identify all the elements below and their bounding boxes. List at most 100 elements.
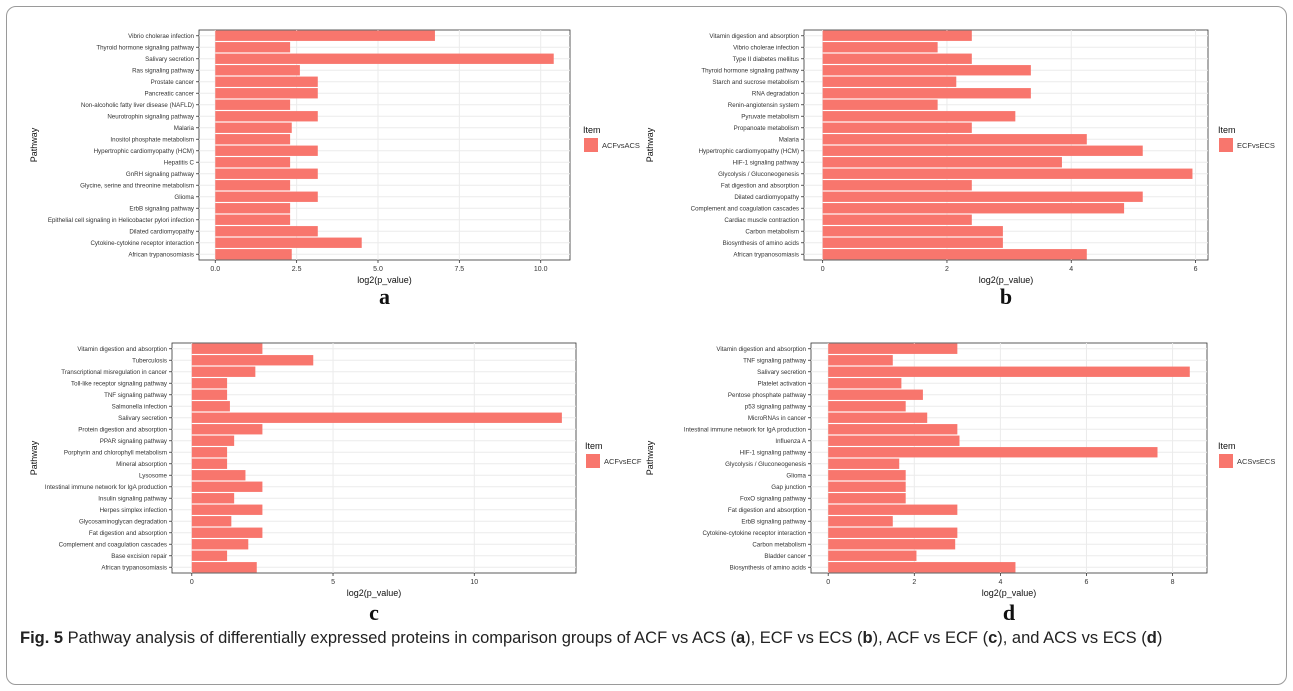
category-label: Complement and coagulation cascades <box>59 541 167 548</box>
bar <box>828 562 1016 573</box>
bar <box>828 412 928 423</box>
legend-swatch <box>586 454 600 468</box>
legend-swatch <box>584 138 598 152</box>
category-label: Porphyrin and chlorophyll metabolism <box>64 449 167 456</box>
category-label: Type II diabetes mellitus <box>733 56 799 63</box>
x-tick-label: 10 <box>470 579 478 586</box>
bar <box>215 99 291 110</box>
bar <box>191 458 228 469</box>
bar <box>191 481 263 492</box>
x-tick-label: 0.0 <box>210 266 220 273</box>
bar <box>191 355 314 366</box>
category-label: Toll-like receptor signaling pathway <box>71 380 168 387</box>
caption-segment: ), ACF vs ECF ( <box>872 629 989 647</box>
caption-segment: ), and ACS vs ECS ( <box>997 629 1147 647</box>
category-label: Hepatitis C <box>164 159 195 166</box>
category-label: Malaria <box>174 125 195 132</box>
bar <box>828 458 900 469</box>
x-tick-label: 4 <box>998 579 1002 586</box>
bar <box>828 343 958 354</box>
x-tick-label: 5 <box>331 579 335 586</box>
panel-label: b <box>1000 284 1012 309</box>
category-label: Vibrio cholerae infection <box>733 44 799 51</box>
bar <box>828 401 906 412</box>
bar <box>191 424 263 435</box>
x-tick-label: 0 <box>190 579 194 586</box>
bar <box>822 88 1031 99</box>
bar <box>191 539 249 550</box>
category-label: GnRH signaling pathway <box>126 171 195 178</box>
bar <box>822 249 1087 260</box>
chart-panel-c: Vitamin digestion and absorption Tubercul… <box>29 342 642 625</box>
bar <box>215 65 300 76</box>
figure-frame <box>6 6 1287 685</box>
category-label: Biosynthesis of amino acids <box>723 240 799 247</box>
category-label: Influenza A <box>775 438 806 445</box>
category-label: Glycine, serine and threonine metabolism <box>80 182 194 189</box>
legend-entry: ECFvsECS <box>1237 141 1275 150</box>
bar <box>828 539 956 550</box>
category-label: Carbon metabolism <box>752 541 806 548</box>
bar <box>215 214 291 225</box>
category-label: Malaria <box>779 136 800 143</box>
bar <box>215 203 291 214</box>
category-label: Glycolysis / Gluconeogenesis <box>718 171 799 178</box>
category-label: TNF signaling pathway <box>104 392 168 399</box>
category-label: Gap junction <box>771 484 806 491</box>
bar <box>191 389 228 400</box>
y-axis-title: Pathway <box>29 127 39 162</box>
bar <box>191 516 232 527</box>
category-label: Thyroid hormone signaling pathway <box>96 44 195 51</box>
caption-panel-ref: b <box>862 629 873 647</box>
bar <box>215 237 362 248</box>
chart-panel-b: Vitamin digestion and absorption Vibrio c… <box>645 29 1275 309</box>
bar <box>822 226 1003 237</box>
category-label: Cytokine-cytokine receptor interaction <box>90 240 194 247</box>
category-label: Tuberculosis <box>132 357 167 364</box>
category-label: Glycolysis / Gluconeogenesis <box>725 461 806 468</box>
bar <box>828 435 960 446</box>
category-label: MicroRNAs in cancer <box>748 415 806 422</box>
bar <box>828 516 893 527</box>
plot-panel <box>171 342 577 574</box>
bar <box>191 435 235 446</box>
category-label: Dilated cardiomyopathy <box>734 194 800 201</box>
bar <box>822 76 957 87</box>
category-label: Propanoate metabolism <box>734 125 799 132</box>
category-label: Glioma <box>786 472 806 479</box>
x-tick-label: 4 <box>1069 266 1073 273</box>
category-label: FoxO signaling pathway <box>740 495 807 502</box>
legend-swatch <box>1219 138 1233 152</box>
bar <box>191 504 263 515</box>
x-tick-label: 2 <box>912 579 916 586</box>
caption-segment: ), ECF vs ECS ( <box>745 629 863 647</box>
category-label: ErbB signaling pathway <box>741 518 807 525</box>
x-tick-label: 2 <box>945 266 949 273</box>
bar <box>215 111 318 122</box>
bar <box>215 53 554 64</box>
bar <box>822 111 1016 122</box>
x-axis-title: log2(p_value) <box>982 588 1037 598</box>
category-label: Complement and coagulation cascades <box>691 205 799 212</box>
legend-title: Item <box>1218 125 1236 135</box>
category-label: Vibrio cholerae infection <box>128 33 194 40</box>
caption-segment: Pathway analysis of differentially expre… <box>63 629 736 647</box>
category-label: Non-alcoholic fatty liver disease (NAFLD… <box>81 102 194 109</box>
bar <box>191 378 228 389</box>
category-label: ErbB signaling pathway <box>129 205 195 212</box>
plot-panel <box>810 342 1208 574</box>
bar <box>191 470 246 481</box>
bar <box>828 447 1158 458</box>
category-label: Fat digestion and absorption <box>728 507 807 514</box>
bar <box>191 366 256 377</box>
category-label: Renin-angiotensin system <box>728 102 799 109</box>
category-label: Bladder cancer <box>764 553 806 560</box>
bar <box>828 470 906 481</box>
bar <box>828 424 958 435</box>
caption-panel-ref: a <box>735 629 746 647</box>
x-tick-label: 10.0 <box>534 266 548 273</box>
x-tick-label: 0 <box>821 266 825 273</box>
plot-panel <box>198 29 571 261</box>
category-label: Starch and sucrose metabolism <box>712 79 799 86</box>
